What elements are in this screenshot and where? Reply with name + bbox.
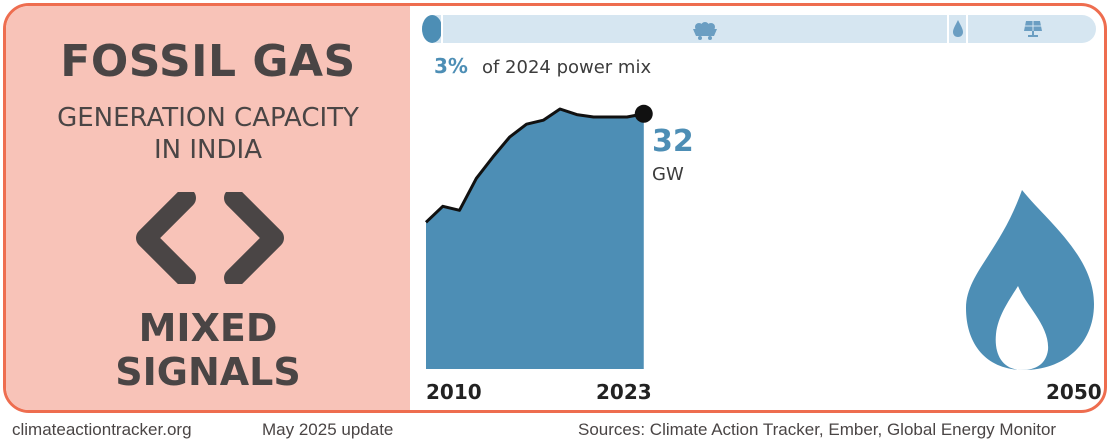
footer-sources: Sources: Climate Action Tracker, Ember, …: [578, 420, 1057, 439]
coal-cart-icon: [693, 22, 717, 40]
chart-area: 32 GW 2010 2023 2050 3% of 2024 power mix: [410, 6, 1104, 410]
footer-update: May 2025 update: [262, 420, 394, 439]
solar-panel-icon: [1024, 21, 1042, 37]
chart-plot: [424, 104, 653, 369]
infographic-card: FOSSIL GAS GENERATION CAPACITY IN INDIA …: [3, 3, 1107, 413]
signal-label-line-2: SIGNALS: [115, 350, 301, 394]
page-title: FOSSIL GAS: [60, 36, 356, 87]
left-panel: FOSSIL GAS GENERATION CAPACITY IN INDIA …: [6, 6, 410, 410]
chart-svg: 32 GW 2010 2023 2050: [422, 15, 1102, 404]
tick-label-2010: 2010: [426, 380, 482, 404]
end-value-label: 32: [652, 124, 694, 159]
tick-label-2023: 2023: [596, 380, 652, 404]
power-mix-text: of 2024 power mix: [481, 57, 652, 78]
power-mix-track: [422, 15, 1096, 43]
flame-icon: [966, 190, 1094, 370]
capacity-area: [426, 109, 644, 369]
water-drop-icon: [953, 20, 963, 37]
footer-site: climateactiontracker.org: [12, 420, 192, 439]
subtitle-line-1: GENERATION CAPACITY: [57, 103, 359, 133]
signal-label: MIXED SIGNALS: [6, 306, 410, 394]
mixed-signals-chevrons-icon: [136, 192, 284, 284]
end-unit-label: GW: [652, 164, 684, 185]
subtitle: GENERATION CAPACITY IN INDIA: [6, 102, 410, 166]
power-mix-label: 3% of 2024 power mix: [434, 54, 651, 78]
subtitle-line-2: IN INDIA: [154, 135, 262, 165]
capacity-line: [424, 107, 645, 224]
power-mix-fill: [422, 15, 443, 43]
power-mix-share: 3%: [434, 54, 468, 78]
power-mix-bar: [422, 15, 1096, 43]
signal-label-line-1: MIXED: [138, 306, 278, 350]
end-point-marker: [634, 104, 653, 123]
tick-label-2050: 2050: [1046, 380, 1102, 404]
